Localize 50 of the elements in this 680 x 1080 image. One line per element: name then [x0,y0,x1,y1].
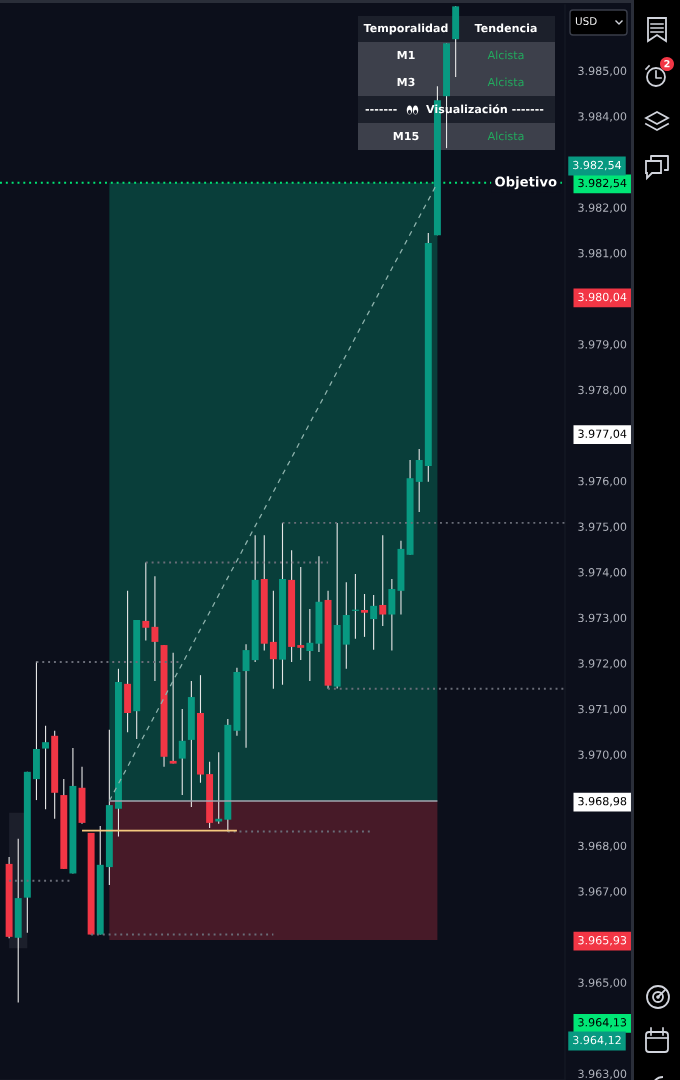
y-tick-label: 3.973,00 [578,613,627,624]
y-tick-label: 3.978,00 [578,385,627,396]
annotation: M3 [397,77,415,87]
y-tick-label: 3.984,00 [578,112,627,122]
annotation: Tendencia [474,23,537,33]
annotation: M1 [397,50,415,60]
candlestick [379,534,387,627]
candlestick [169,652,177,765]
y-tick-label: 3.974,00 [578,568,627,578]
y-tick-label: 3.971,00 [578,704,627,715]
y-tick-label: 3.968,00 [578,841,627,852]
y-tick-label: 3.977,04 [578,429,627,440]
candlestick [142,562,150,642]
y-tick-label: 3.972,00 [578,659,627,669]
text: 3.964,12 [573,1035,621,1046]
candlestick [415,448,423,513]
ref-line-label: Objetivo [495,176,557,190]
y-tick-label: 3.963,00 [578,1069,627,1080]
candlestick [42,725,50,810]
candlestick [215,751,223,825]
candlestick [361,593,368,638]
text: USD [575,17,597,26]
y-tick-label: 3.985,00 [578,66,627,77]
annotation: M15 [393,131,419,141]
candlestick [269,590,277,690]
annotation: Temporalidad [363,23,448,35]
y-tick-label: 3.965,93 [578,936,627,946]
y-tick-label: 3.964,13 [578,1018,627,1028]
annotation: Alcista [487,131,524,141]
y-tick-label: 3.981,00 [578,248,627,259]
y-tick-label: 3.967,00 [578,887,627,897]
y-tick-label: 3.979,00 [578,340,627,350]
candlestick [370,594,378,651]
y-tick-label: 3.975,00 [578,522,627,533]
y-tick-label: 3.980,04 [578,292,627,303]
annotation: ------- [365,109,397,111]
text: 2 [664,59,670,68]
y-tick-label: 3.965,00 [578,978,627,988]
y-tick-label: 3.970,00 [578,750,627,760]
y-tick-label: 3.976,00 [578,476,627,487]
candlestick [297,566,305,661]
y-tick-label: 3.982,54 [578,178,627,189]
candlestick [178,708,186,796]
annotation: Alcista [487,77,524,87]
candlestick [306,608,314,682]
candlestick [151,575,159,682]
y-tick-label: 3.982,00 [578,203,627,213]
y-tick-label: 3.968,98 [578,796,627,807]
annotation: Alcista [487,50,524,60]
candlestick [242,643,250,749]
